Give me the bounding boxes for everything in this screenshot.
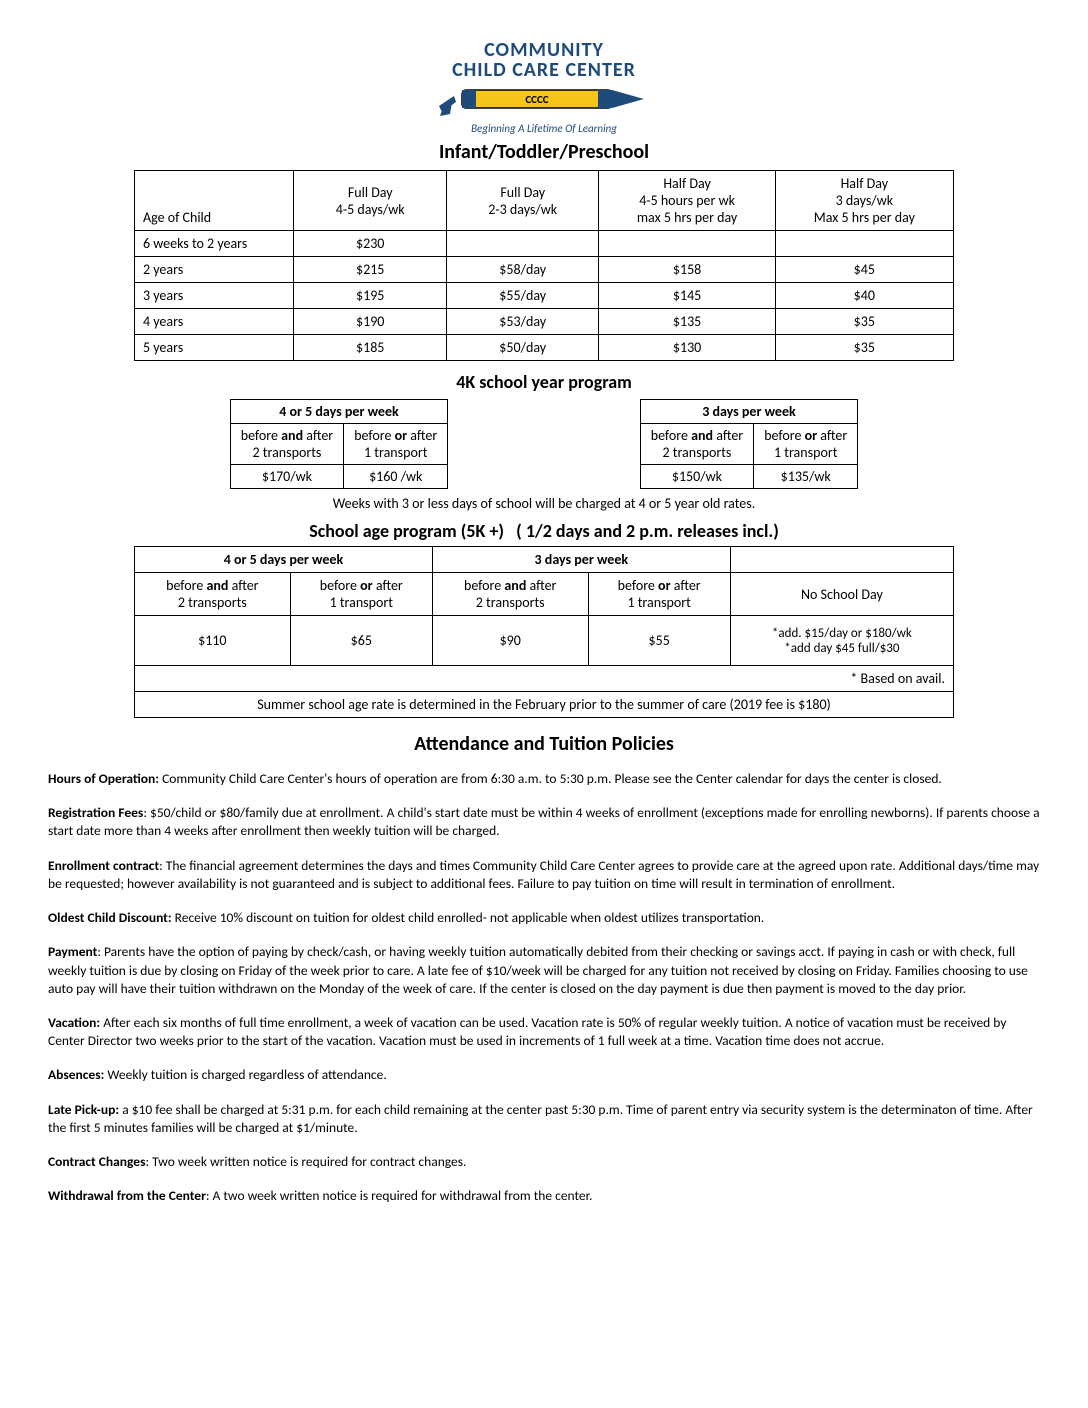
sa-sub2: before and after2 transports [432, 573, 588, 616]
hdr-col4: Half Day3 days/wkMax 5 hrs per day [775, 171, 953, 231]
rate-c2: $53/day [446, 309, 599, 335]
section-title-infant: Infant/Toddler/Preschool [48, 140, 1040, 164]
rate-age: 2 years [135, 257, 294, 283]
fourk-tables: 4 or 5 days per week before and after2 t… [134, 399, 954, 489]
sa-p2: $90 [432, 616, 588, 666]
rate-c2 [446, 231, 599, 257]
logo-tagline: Beginning A Lifetime Of Learning [434, 122, 654, 135]
fourk-right-sub0: before and after2 transports [640, 424, 753, 465]
rate-c3: $145 [599, 283, 775, 309]
policy-item: Late Pick-up: a $10 fee shall be charged… [48, 1101, 1040, 1137]
hdr-col3: Half Day4-5 hours per wkmax 5 hrs per da… [599, 171, 775, 231]
sa-hdr-blank [730, 547, 953, 573]
logo-line1: COMMUNITY [434, 40, 654, 60]
sa-p1: $65 [290, 616, 432, 666]
rate-c4 [775, 231, 953, 257]
fourk-left-sub1: before or after1 transport [344, 424, 448, 465]
fourk-right-sub1: before or after1 transport [754, 424, 858, 465]
rate-c3: $158 [599, 257, 775, 283]
policy-item: Payment: Parents have the option of payi… [48, 943, 1040, 998]
fourk-note: Weeks with 3 or less days of school will… [48, 495, 1040, 512]
sa-avail: * Based on avail. [135, 666, 954, 692]
hdr-col1: Full Day4-5 days/wk [294, 171, 447, 231]
schoolage-table: 4 or 5 days per week 3 days per week bef… [134, 546, 954, 718]
rate-c1: $190 [294, 309, 447, 335]
sa-noschool-price: *add. $15/day or $180/wk*add day $45 ful… [730, 616, 953, 666]
rate-age: 4 years [135, 309, 294, 335]
sa-hdr-45: 4 or 5 days per week [135, 547, 433, 573]
rate-c1: $215 [294, 257, 447, 283]
fourk-left-p1: $160 /wk [344, 465, 448, 489]
fourk-right-table: 3 days per week before and after2 transp… [640, 399, 859, 489]
rate-c4: $35 [775, 309, 953, 335]
policy-item: Contract Changes: Two week written notic… [48, 1153, 1040, 1171]
rate-c2: $55/day [446, 283, 599, 309]
hdr-age: Age of Child [135, 171, 294, 231]
schoolage-title: School age program (5K +) ( 1/2 days and… [48, 520, 1040, 542]
sa-p3: $55 [588, 616, 730, 666]
rate-c2: $58/day [446, 257, 599, 283]
fourk-left-hdr: 4 or 5 days per week [230, 400, 448, 424]
rates-table: Age of Child Full Day4-5 days/wk Full Da… [134, 170, 954, 361]
rate-age: 3 years [135, 283, 294, 309]
fourk-right-p1: $135/wk [754, 465, 858, 489]
rate-c3: $135 [599, 309, 775, 335]
policies-title: Attendance and Tuition Policies [48, 732, 1040, 756]
section-title-4k: 4K school year program [48, 371, 1040, 393]
policy-item: Withdrawal from the Center: A two week w… [48, 1187, 1040, 1205]
rate-c4: $35 [775, 335, 953, 361]
rate-c1: $195 [294, 283, 447, 309]
rate-c3 [599, 231, 775, 257]
rate-c2: $50/day [446, 335, 599, 361]
policy-item: Hours of Operation: Community Child Care… [48, 770, 1040, 788]
rate-c4: $40 [775, 283, 953, 309]
rate-c1: $185 [294, 335, 447, 361]
fourk-left-p0: $170/wk [230, 465, 343, 489]
logo-block: COMMUNITY CHILD CARE CENTER CCCC Beginni… [48, 40, 1040, 136]
sa-p0: $110 [135, 616, 291, 666]
fourk-left-sub0: before and after2 transports [230, 424, 343, 465]
policy-item: Vacation: After each six months of full … [48, 1014, 1040, 1050]
rate-c4: $45 [775, 257, 953, 283]
policy-item: Enrollment contract: The financial agree… [48, 857, 1040, 893]
sa-summer: Summer school age rate is determined in … [135, 692, 954, 718]
sa-sub3: before or after1 transport [588, 573, 730, 616]
svg-text:CCCC: CCCC [525, 93, 548, 106]
policy-item: Registration Fees: $50/child or $80/fami… [48, 804, 1040, 840]
sa-noschool-hdr: No School Day [730, 573, 953, 616]
fourk-left-table: 4 or 5 days per week before and after2 t… [230, 399, 449, 489]
crayon-icon: CCCC [434, 82, 654, 120]
logo-line2: CHILD CARE CENTER [434, 60, 654, 80]
fourk-right-hdr: 3 days per week [640, 400, 858, 424]
rate-c1: $230 [294, 231, 447, 257]
policy-item: Absences: Weekly tuition is charged rega… [48, 1066, 1040, 1084]
policy-item: Oldest Child Discount: Receive 10% disco… [48, 909, 1040, 927]
hdr-col2: Full Day2-3 days/wk [446, 171, 599, 231]
rate-age: 5 years [135, 335, 294, 361]
rate-age: 6 weeks to 2 years [135, 231, 294, 257]
rate-c3: $130 [599, 335, 775, 361]
fourk-right-p0: $150/wk [640, 465, 753, 489]
sa-sub1: before or after1 transport [290, 573, 432, 616]
sa-sub0: before and after2 transports [135, 573, 291, 616]
sa-hdr-3: 3 days per week [432, 547, 730, 573]
